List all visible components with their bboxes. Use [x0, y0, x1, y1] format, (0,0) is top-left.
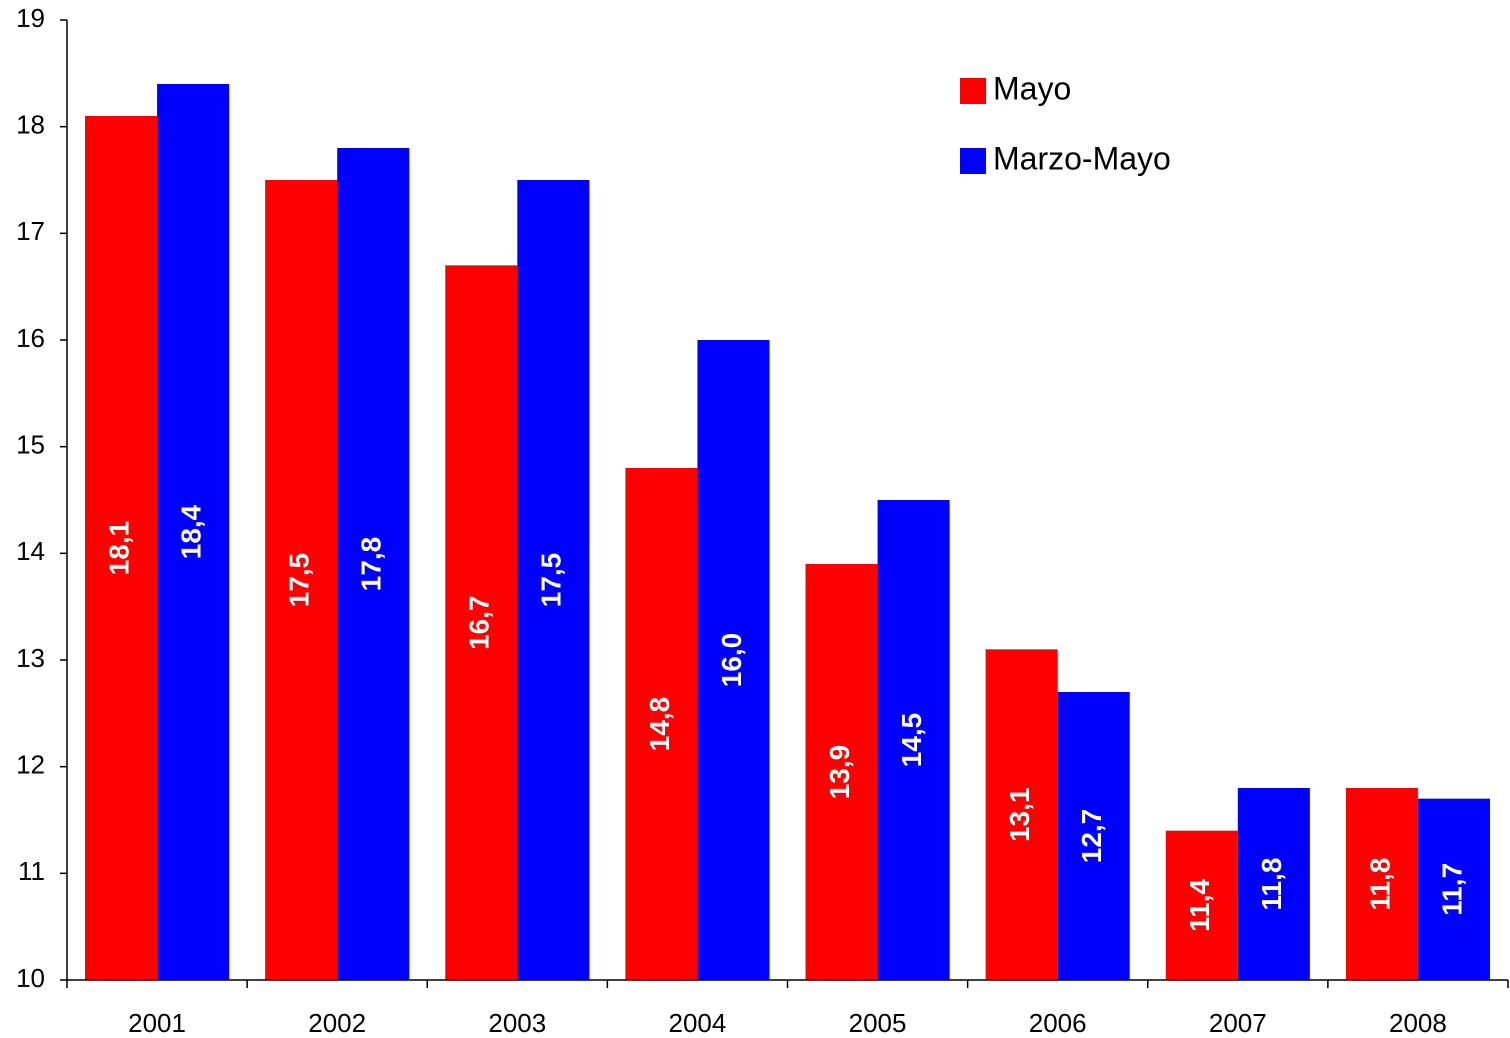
x-tick-label: 2002	[308, 1008, 366, 1038]
x-tick-label: 2003	[488, 1008, 546, 1038]
x-tick-label: 2004	[669, 1008, 727, 1038]
bar	[85, 116, 158, 980]
bar	[1237, 788, 1310, 980]
y-tick-label: 10	[16, 963, 45, 993]
bar	[985, 649, 1058, 980]
value-label: 11,4	[1184, 878, 1215, 931]
bar	[1057, 692, 1130, 980]
bar	[625, 468, 698, 980]
value-label: 14,8	[644, 697, 675, 752]
x-tick-label: 2007	[1209, 1008, 1267, 1038]
value-label: 16,0	[716, 633, 747, 688]
value-label: 18,1	[103, 521, 134, 576]
legend-label: Mayo	[993, 70, 1071, 106]
value-label: 11,8	[1256, 858, 1287, 911]
bar	[697, 340, 770, 980]
value-label: 17,5	[536, 553, 567, 608]
value-label: 17,5	[284, 553, 315, 608]
bar	[1165, 830, 1238, 980]
value-label: 13,1	[1004, 787, 1035, 842]
bar	[157, 84, 230, 980]
y-tick-label: 13	[16, 643, 45, 673]
legend-label: Marzo-Mayo	[993, 140, 1171, 176]
x-tick-label: 2005	[849, 1008, 907, 1038]
x-tick-label: 2008	[1389, 1008, 1447, 1038]
x-tick-label: 2001	[128, 1008, 186, 1038]
y-tick-label: 17	[16, 216, 45, 246]
x-tick-label: 2006	[1029, 1008, 1087, 1038]
value-label: 18,4	[175, 504, 206, 559]
bar	[265, 180, 338, 980]
y-tick-label: 12	[16, 750, 45, 780]
y-tick-label: 14	[16, 536, 45, 566]
value-label: 11,7	[1436, 863, 1467, 916]
bar	[337, 148, 410, 980]
y-tick-label: 15	[16, 430, 45, 460]
bar	[1417, 798, 1490, 980]
legend-swatch	[960, 78, 986, 104]
value-label: 12,7	[1076, 809, 1107, 864]
legend-swatch	[960, 148, 986, 174]
value-label: 14,5	[896, 713, 927, 768]
value-label: 17,8	[356, 537, 387, 592]
bar	[877, 500, 950, 980]
value-label: 13,9	[824, 745, 855, 800]
y-tick-label: 16	[16, 323, 45, 353]
bar	[445, 265, 518, 980]
value-label: 16,7	[464, 595, 495, 650]
y-tick-label: 19	[16, 3, 45, 33]
bar	[805, 564, 878, 980]
bar	[1345, 788, 1418, 980]
value-label: 11,8	[1364, 858, 1395, 911]
y-tick-label: 11	[18, 856, 45, 886]
bar	[517, 180, 590, 980]
y-tick-label: 18	[16, 110, 45, 140]
